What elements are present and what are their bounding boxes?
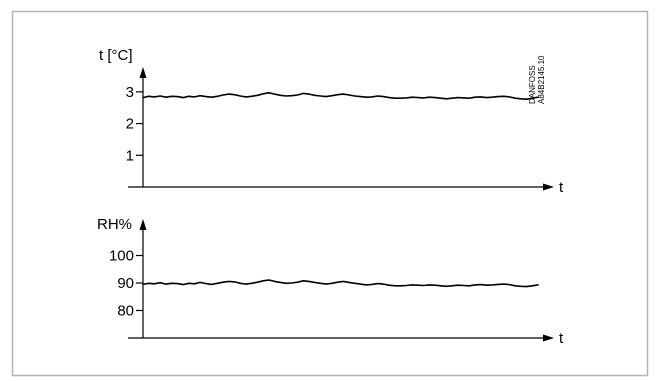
temperature-series-line (142, 92, 539, 100)
temperature-tick-label-0: 1 (126, 147, 134, 164)
temperature-axis-title: t [°C] (99, 47, 133, 64)
temperature-chart: t [°C] t 1 2 3 DANFOSS A84B2145.10 (99, 47, 564, 196)
humidity-time-label: t (559, 330, 564, 347)
temperature-time-label: t (559, 179, 564, 196)
temperature-x-axis-arrow (543, 183, 554, 191)
humidity-series-line (142, 279, 539, 288)
humidity-tick-label-1: 90 (117, 275, 134, 292)
reference-code-line1: DANFOSS (528, 65, 537, 104)
figure-frame (11, 10, 649, 377)
humidity-axis-title: RH% (97, 216, 132, 233)
temperature-tick-label-2: 3 (126, 84, 134, 101)
humidity-y-axis-arrow (139, 219, 147, 230)
humidity-tick-label-0: 80 (117, 303, 134, 320)
reference-code-line2: A84B2145.10 (537, 55, 546, 104)
humidity-x-axis-arrow (543, 334, 554, 342)
temperature-ticks: 1 2 3 (126, 84, 143, 164)
humidity-chart: RH% t 80 90 100 (97, 216, 564, 347)
humidity-tick-label-2: 100 (109, 248, 134, 265)
humidity-ticks: 80 90 100 (109, 248, 143, 320)
temperature-y-axis-arrow (139, 67, 147, 78)
temperature-tick-label-1: 2 (126, 116, 134, 133)
